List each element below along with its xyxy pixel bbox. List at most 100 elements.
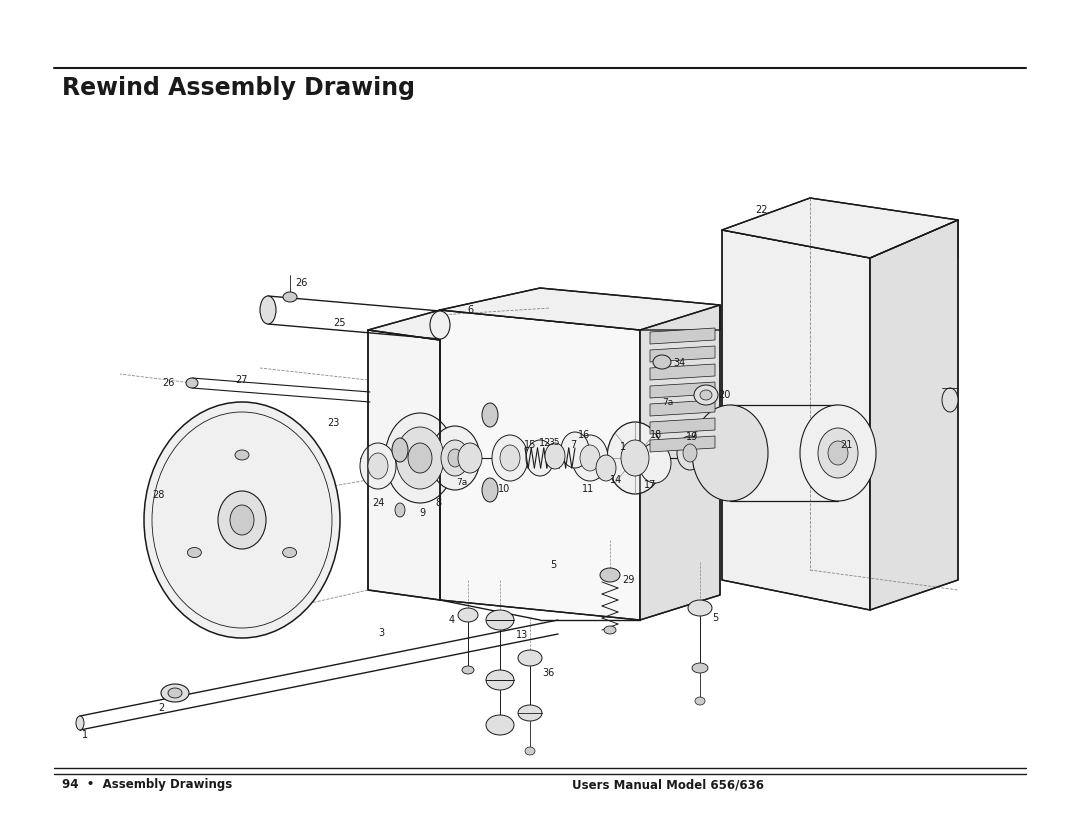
Text: 14: 14 — [610, 475, 622, 485]
Ellipse shape — [596, 455, 616, 481]
Polygon shape — [650, 328, 715, 344]
Text: 24: 24 — [372, 498, 384, 508]
Text: 19: 19 — [686, 432, 698, 442]
Text: 1: 1 — [620, 442, 626, 452]
Polygon shape — [650, 346, 715, 362]
Text: 5: 5 — [712, 613, 718, 623]
Ellipse shape — [696, 697, 705, 705]
Text: 12: 12 — [539, 438, 551, 448]
Polygon shape — [650, 400, 715, 416]
Ellipse shape — [230, 505, 254, 535]
Ellipse shape — [260, 296, 276, 324]
Ellipse shape — [462, 666, 474, 674]
Polygon shape — [870, 220, 958, 610]
Text: 1: 1 — [82, 730, 89, 740]
Ellipse shape — [392, 438, 408, 462]
Ellipse shape — [408, 443, 432, 473]
Ellipse shape — [694, 385, 718, 405]
Ellipse shape — [677, 436, 703, 470]
Text: 21: 21 — [840, 440, 852, 450]
Polygon shape — [640, 305, 720, 620]
Text: 15: 15 — [524, 440, 537, 450]
Ellipse shape — [800, 405, 876, 501]
Text: 6: 6 — [467, 305, 473, 315]
Ellipse shape — [283, 547, 297, 557]
Polygon shape — [440, 310, 640, 620]
Ellipse shape — [639, 443, 671, 483]
Ellipse shape — [692, 663, 708, 673]
Ellipse shape — [168, 688, 183, 698]
Text: 36: 36 — [542, 668, 554, 678]
Text: 25: 25 — [334, 318, 347, 328]
Ellipse shape — [235, 450, 249, 460]
Text: 3: 3 — [378, 628, 384, 638]
Ellipse shape — [448, 449, 462, 467]
Ellipse shape — [441, 440, 469, 476]
Polygon shape — [650, 382, 715, 398]
Text: 28: 28 — [152, 490, 164, 500]
Text: 9: 9 — [419, 508, 426, 518]
Polygon shape — [368, 330, 440, 600]
Text: 29: 29 — [622, 575, 634, 585]
Ellipse shape — [500, 445, 519, 471]
Ellipse shape — [580, 445, 600, 471]
Text: 2: 2 — [158, 703, 164, 713]
Ellipse shape — [187, 547, 201, 557]
Text: 34: 34 — [673, 358, 685, 368]
Text: 7a: 7a — [662, 398, 673, 407]
Ellipse shape — [692, 405, 768, 501]
Text: 26: 26 — [163, 378, 175, 388]
Ellipse shape — [621, 440, 649, 476]
Ellipse shape — [525, 747, 535, 755]
Ellipse shape — [482, 478, 498, 502]
Ellipse shape — [186, 378, 198, 388]
Ellipse shape — [430, 426, 480, 490]
Ellipse shape — [482, 403, 498, 427]
Text: 13: 13 — [516, 630, 528, 640]
Text: 26: 26 — [295, 278, 308, 288]
Ellipse shape — [360, 443, 396, 489]
Ellipse shape — [828, 441, 848, 465]
Ellipse shape — [700, 390, 712, 400]
Ellipse shape — [607, 422, 663, 494]
Text: 5: 5 — [550, 560, 556, 570]
Text: Rewind Assembly Drawing: Rewind Assembly Drawing — [62, 76, 415, 100]
Ellipse shape — [283, 292, 297, 302]
Ellipse shape — [458, 608, 478, 622]
Text: 7a: 7a — [457, 478, 468, 487]
Polygon shape — [723, 198, 958, 258]
Ellipse shape — [384, 413, 455, 503]
Ellipse shape — [395, 503, 405, 517]
Ellipse shape — [486, 610, 514, 630]
Ellipse shape — [218, 491, 266, 549]
Text: 16: 16 — [578, 430, 591, 440]
Ellipse shape — [942, 388, 958, 412]
Ellipse shape — [572, 435, 608, 481]
Text: 20: 20 — [718, 390, 730, 400]
Text: 94  •  Assembly Drawings: 94 • Assembly Drawings — [62, 778, 232, 791]
Polygon shape — [650, 364, 715, 380]
Ellipse shape — [688, 600, 712, 616]
Text: 22: 22 — [755, 205, 768, 215]
Text: Users Manual Model 656/636: Users Manual Model 656/636 — [572, 778, 764, 791]
Ellipse shape — [430, 311, 450, 339]
Ellipse shape — [492, 435, 528, 481]
Text: 8: 8 — [435, 498, 441, 508]
Polygon shape — [440, 288, 720, 330]
Polygon shape — [650, 436, 715, 452]
Text: 35: 35 — [548, 438, 559, 447]
Text: 11: 11 — [582, 484, 594, 494]
Polygon shape — [650, 418, 715, 434]
Ellipse shape — [600, 568, 620, 582]
Ellipse shape — [561, 432, 589, 468]
Ellipse shape — [76, 716, 84, 730]
Ellipse shape — [161, 684, 189, 702]
Ellipse shape — [683, 444, 697, 462]
Text: 23: 23 — [327, 418, 340, 428]
Ellipse shape — [486, 670, 514, 690]
Ellipse shape — [818, 428, 858, 478]
Ellipse shape — [653, 355, 671, 369]
Ellipse shape — [518, 650, 542, 666]
Ellipse shape — [458, 443, 482, 473]
Ellipse shape — [486, 715, 514, 735]
